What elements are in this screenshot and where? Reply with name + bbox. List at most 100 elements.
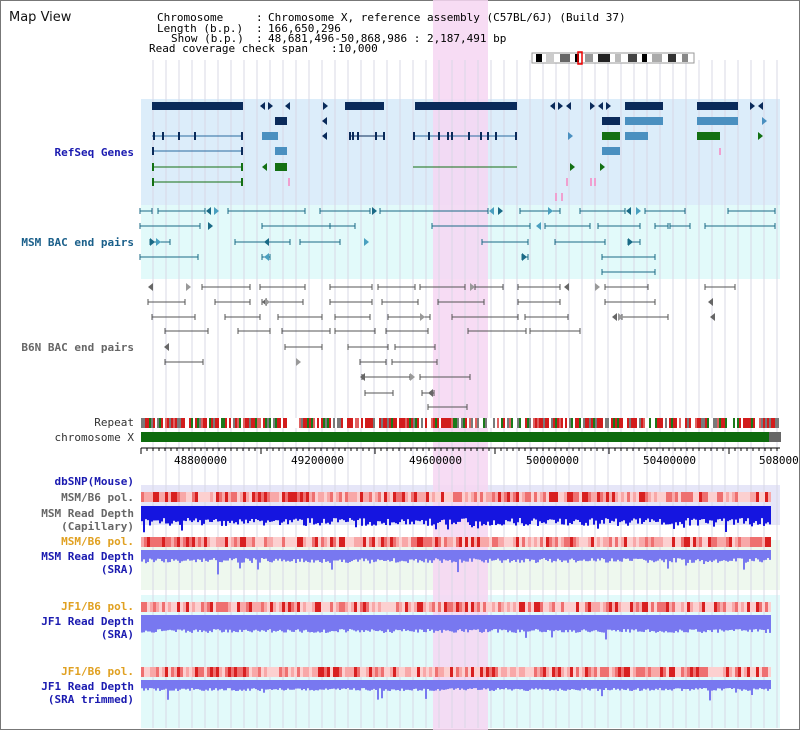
polymorphism-segment [249,492,252,502]
polymorphism-segment [159,492,162,502]
read-depth-bar [749,615,751,630]
polymorphism-segment [693,602,696,612]
gene-exon [438,132,440,140]
read-depth-bar [719,680,721,689]
polymorphism-segment [399,492,402,502]
polymorphism-segment [615,492,618,502]
read-depth-bar [383,506,385,523]
polymorphism-segment [615,537,618,547]
polymorphism-segment [594,667,597,677]
polymorphism-segment [753,492,756,502]
read-depth-bar [767,680,769,691]
gene-exon [594,178,596,186]
read-depth-bar [389,506,391,526]
read-depth-bar [651,506,653,520]
gene-arrow [595,283,600,291]
read-depth-bar [245,680,247,691]
read-depth-bar [151,550,153,560]
polymorphism-segment [627,537,630,547]
repeat-segment [203,418,205,428]
track-label-msm-b6-pol-1[interactable]: MSM/B6 pol. [61,491,134,504]
read-depth-bar [439,615,441,631]
polymorphism-segment [561,537,564,547]
read-depth-bar [483,550,485,563]
read-depth-bar [379,680,381,689]
polymorphism-segment [726,492,729,502]
read-depth-bar [391,506,393,523]
repeat-segment [517,418,519,428]
polymorphism-segment [402,537,405,547]
read-depth-bar [247,680,249,689]
read-depth-bar [491,615,493,631]
repeat-segment [687,418,689,428]
polymorphism-segment [195,602,198,612]
repeat-segment [329,418,331,428]
read-depth-bar [589,615,591,633]
polymorphism-segment [450,602,453,612]
gene-exon [383,132,385,140]
read-depth-bar [603,680,605,690]
polymorphism-segment [333,537,336,547]
track-label-b6n-bac[interactable]: B6N BAC end pairs [21,341,134,354]
read-depth-bar [241,615,243,632]
read-depth-bar [741,680,743,691]
polymorphism-segment [285,602,288,612]
read-depth-bar [259,680,261,691]
read-depth-bar [279,506,281,526]
read-depth-bar [391,680,393,690]
polymorphism-segment [486,667,489,677]
polymorphism-segment [477,602,480,612]
read-depth-bar [545,680,547,690]
track-label-msm-depth-cap[interactable]: MSM Read Depth [41,507,134,520]
repeat-segment [525,418,527,428]
read-depth-bar [473,615,475,630]
polymorphism-segment [765,602,768,612]
read-depth-bar [359,680,361,691]
read-depth-bar [517,506,519,523]
read-depth-bar [421,550,423,562]
polymorphism-segment [768,492,771,502]
track-label-jf1-depth-sra-sub: (SRA) [100,628,134,641]
track-label-jf1-depth-trim[interactable]: JF1 Read Depth [41,680,134,693]
track-label-msm-depth-sra[interactable]: MSM Read Depth [41,550,134,563]
repeat-segment [529,418,531,428]
polymorphism-segment [753,667,756,677]
read-depth-bar [627,680,629,689]
repeat-segment [619,418,621,428]
read-depth-bar [213,615,215,630]
read-depth-bar [519,615,521,633]
repeat-segment [655,418,657,428]
polymorphism-segment [324,492,327,502]
polymorphism-segment [318,602,321,612]
read-depth-bar [221,550,223,563]
repeat-segment [541,418,543,428]
read-depth-bar [585,506,587,523]
polymorphism-segment [621,667,624,677]
polymorphism-segment [720,602,723,612]
track-label-jf1-b6-pol-1[interactable]: JF1/B6 pol. [61,600,134,613]
read-depth-bar [343,680,345,689]
track-label-jf1-b6-pol-2[interactable]: JF1/B6 pol. [61,665,134,678]
read-depth-bar [691,615,693,630]
polymorphism-segment [411,537,414,547]
track-label-dbsnp[interactable]: dbSNP(Mouse) [54,475,134,488]
repeat-segment [693,418,695,428]
read-depth-bar [451,680,453,689]
polymorphism-segment [510,667,513,677]
read-depth-bar [729,615,731,631]
track-label-msm-bac[interactable]: MSM BAC end pairs [21,236,134,249]
track-label-refseq[interactable]: RefSeq Genes [54,146,134,159]
polymorphism-segment [741,667,744,677]
polymorphism-segment [144,602,147,612]
read-depth-bar [587,550,589,562]
read-depth-bar [709,506,711,521]
repeat-segment [753,418,755,428]
repeat-segment [355,418,357,428]
track-label-msm-b6-pol-2[interactable]: MSM/B6 pol. [61,535,134,548]
repeat-segment [149,418,151,428]
read-depth-bar [727,615,729,631]
read-depth-bar [547,615,549,630]
track-label-jf1-depth-sra[interactable]: JF1 Read Depth [41,615,134,628]
polymorphism-segment [321,602,324,612]
